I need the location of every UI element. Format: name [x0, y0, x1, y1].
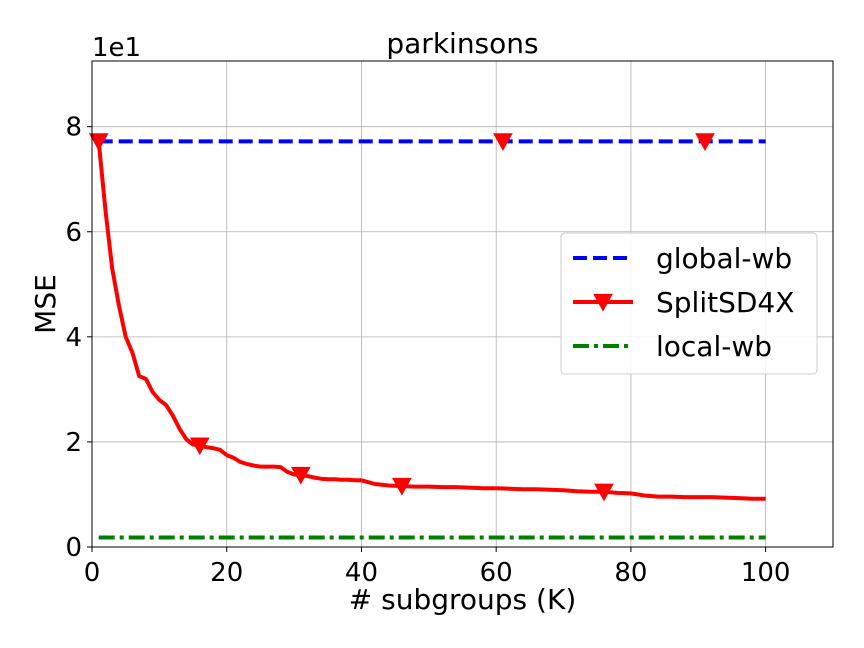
- y-tick-label: 2: [65, 428, 82, 458]
- y-tick-label: 0: [65, 533, 82, 563]
- legend-marker-SplitSD4X: [593, 293, 613, 312]
- x-tick-label: 40: [345, 558, 378, 588]
- y-tick-label: 8: [65, 113, 82, 143]
- y-tick-label: 4: [65, 323, 82, 353]
- y-tick-label: 6: [65, 218, 82, 248]
- series-marker-SplitSD4X: [290, 466, 311, 485]
- tick-layer: 0 20 40 60 80 100 0 2 4 6 8: [65, 113, 790, 588]
- series-marker-SplitSD4X: [392, 477, 412, 496]
- legend-label-local-wb: local-wb: [656, 330, 772, 363]
- series-line-SplitSD4X: [96, 141, 766, 501]
- series-marker-SplitSD4X: [594, 483, 614, 502]
- legend: global-wb SplitSD4X local-wb: [560, 232, 818, 375]
- series-marker-SplitSD4X: [189, 437, 210, 456]
- plot-frame: [91, 60, 834, 548]
- series-layer: [88, 133, 766, 540]
- x-tick-label: 60: [480, 558, 513, 588]
- chart-title: parkinsons: [386, 27, 538, 60]
- x-axis-label: # subgroups (K): [349, 583, 577, 616]
- legend-label-global-wb: global-wb: [656, 242, 792, 275]
- y-axis-offset-text: 1e1: [92, 33, 141, 63]
- legend-label-SplitSD4X: SplitSD4X: [656, 286, 794, 319]
- series-marker-SplitSD4X: [695, 133, 715, 151]
- x-tick-label: 0: [84, 558, 101, 588]
- x-tick-label: 80: [614, 558, 647, 588]
- y-axis-label: MSE: [29, 274, 62, 334]
- x-tick-label: 100: [741, 558, 791, 588]
- x-tick-label: 20: [210, 558, 243, 588]
- legend-box: [560, 232, 818, 375]
- series-marker-SplitSD4X: [493, 133, 513, 151]
- series-marker-SplitSD4X: [88, 133, 109, 151]
